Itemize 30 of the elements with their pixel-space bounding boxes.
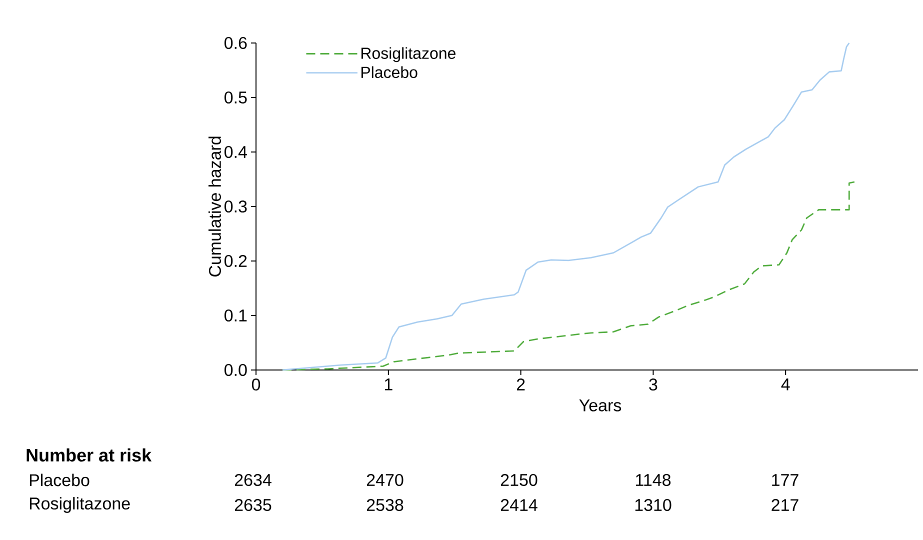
x-tick-label: 4 (781, 378, 790, 390)
y-tick-label: 0.1 (224, 309, 247, 322)
legend-label: Placebo (361, 66, 418, 78)
y-tick-label: 0.2 (224, 254, 247, 268)
text: Number at risk (26, 448, 152, 462)
text: 2634 (234, 474, 272, 486)
x-tick-label: 0 (252, 378, 260, 391)
x-tick-label: 2 (516, 378, 525, 390)
y-axis-title: Cumulative hazard (208, 136, 221, 276)
text: 2470 (366, 474, 404, 486)
text: 2414 (500, 499, 538, 511)
y-tick-label: 0.5 (224, 91, 247, 104)
legend-label: Rosiglitazone (361, 47, 456, 62)
text: 2150 (500, 474, 538, 486)
x-tick-label: 3 (649, 378, 658, 391)
text: 1310 (635, 498, 672, 512)
text: 2635 (234, 498, 272, 512)
y-tick-label: 0.6 (224, 36, 247, 50)
text: 177 (772, 474, 798, 486)
x-tick-label: 1 (384, 378, 392, 390)
text: Placebo (30, 474, 90, 486)
y-tick-label: 0.0 (224, 364, 247, 376)
text: Rosiglitazone (30, 497, 130, 513)
x-axis-title: Years (579, 400, 622, 412)
text: 217 (772, 499, 798, 511)
text: 2538 (366, 498, 404, 512)
y-tick-label: 0.3 (224, 200, 247, 213)
y-tick-label: 0.4 (224, 146, 247, 158)
text: 1148 (636, 474, 671, 486)
line-series (282, 42, 850, 371)
